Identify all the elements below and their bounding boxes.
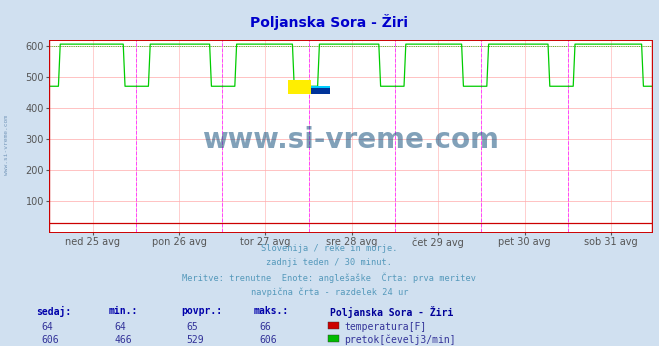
FancyBboxPatch shape [287, 80, 311, 93]
Text: www.si-vreme.com: www.si-vreme.com [4, 115, 9, 175]
Text: 66: 66 [259, 322, 271, 332]
Text: pretok[čevelj3/min]: pretok[čevelj3/min] [344, 335, 455, 345]
FancyBboxPatch shape [311, 88, 330, 93]
Text: sedaj:: sedaj: [36, 306, 71, 317]
Text: Slovenija / reke in morje.: Slovenija / reke in morje. [261, 244, 398, 253]
Text: Meritve: trenutne  Enote: anglešaške  Črta: prva meritev: Meritve: trenutne Enote: anglešaške Črta… [183, 273, 476, 283]
Text: navpična črta - razdelek 24 ur: navpična črta - razdelek 24 ur [251, 288, 408, 297]
Text: 529: 529 [186, 335, 204, 345]
Text: www.si-vreme.com: www.si-vreme.com [202, 126, 500, 154]
Text: maks.:: maks.: [254, 306, 289, 316]
Text: 606: 606 [259, 335, 277, 345]
Text: 64: 64 [42, 322, 53, 332]
Text: Poljanska Sora - Žiri: Poljanska Sora - Žiri [330, 306, 453, 318]
Text: 64: 64 [114, 322, 126, 332]
Text: min.:: min.: [109, 306, 138, 316]
Text: povpr.:: povpr.: [181, 306, 222, 316]
Text: temperatura[F]: temperatura[F] [344, 322, 426, 332]
Text: 65: 65 [186, 322, 198, 332]
Text: 466: 466 [114, 335, 132, 345]
FancyBboxPatch shape [311, 86, 330, 93]
Text: zadnji teden / 30 minut.: zadnji teden / 30 minut. [266, 258, 393, 267]
Text: Poljanska Sora - Žiri: Poljanska Sora - Žiri [250, 15, 409, 30]
Text: 606: 606 [42, 335, 59, 345]
